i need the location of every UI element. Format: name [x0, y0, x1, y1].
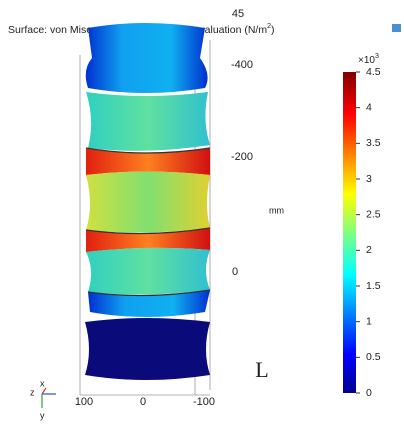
colorbar-tick-label: 3.5: [366, 137, 381, 149]
model: [85, 23, 211, 380]
axis-label: -200: [231, 151, 253, 163]
side-label: L: [255, 357, 268, 382]
colorbar-tick-label: 4: [366, 101, 372, 113]
colorbar-tick-label: 2.5: [366, 208, 381, 220]
colorbar-tick-label: 2: [366, 244, 372, 256]
axis-label: 0: [140, 396, 146, 408]
triad-label: x: [40, 378, 45, 388]
axis-label: 100: [75, 396, 93, 408]
axis-label: 0: [232, 266, 238, 278]
colorbar-tick-label: 3: [366, 173, 372, 185]
triad-label: y: [40, 410, 45, 420]
triad-axis: [41, 387, 47, 395]
axis-label: 45: [232, 8, 244, 20]
axis-label: -400: [231, 59, 253, 71]
colorbar-tick-label: 0: [366, 387, 372, 399]
axis-label: -100: [193, 396, 215, 408]
triad-label: z: [30, 387, 35, 397]
colorbar-tick-label: 1: [366, 315, 372, 327]
colorbar: [343, 72, 356, 393]
colorbar-tick-label: 0.5: [366, 351, 381, 363]
colorbar-tick-label: 1.5: [366, 280, 381, 292]
window-icon[interactable]: [392, 24, 401, 32]
unit-label: mm: [269, 205, 284, 215]
colorbar-tick-label: 4.5: [366, 66, 381, 78]
colorbar-multiplier: ×103: [358, 53, 379, 66]
